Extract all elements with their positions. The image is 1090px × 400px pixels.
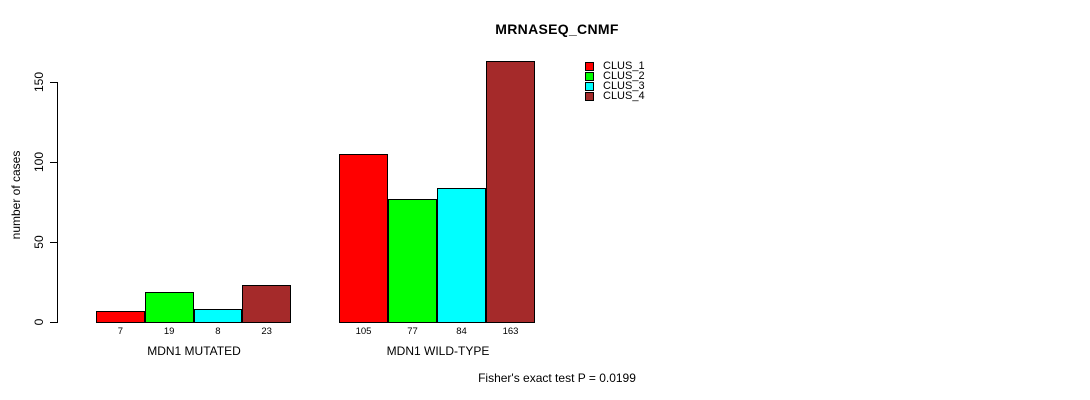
legend-item-clus_4: CLUS_4 xyxy=(585,90,645,102)
y-tick-mark xyxy=(50,162,57,163)
bar-value-label: 105 xyxy=(355,326,372,337)
y-axis-line xyxy=(57,82,58,323)
bar-clus_1-group2 xyxy=(339,154,388,323)
bar-clus_2-group2 xyxy=(388,198,437,323)
y-tick-label: 0 xyxy=(32,318,46,326)
bar-value-label: 7 xyxy=(117,326,124,337)
legend-label: CLUS_3 xyxy=(603,80,645,92)
y-tick-label: 50 xyxy=(32,235,46,249)
bar-value-label: 84 xyxy=(456,326,467,337)
bar-clus_1-group1 xyxy=(96,310,145,323)
bar-value-label: 23 xyxy=(261,326,272,337)
bar-clus_4-group1 xyxy=(242,285,291,323)
legend-item-clus_2: CLUS_2 xyxy=(585,70,645,82)
legend-item-clus_3: CLUS_3 xyxy=(585,80,645,92)
bar-clus_2-group1 xyxy=(144,291,194,323)
group-label-mutated: MDN1 MUTATED xyxy=(147,344,241,358)
bar-clus_4-group2 xyxy=(486,61,535,323)
y-tick-label: 100 xyxy=(32,151,46,173)
legend-color-swatch xyxy=(585,91,594,101)
bar-clus_3-group2 xyxy=(437,187,486,323)
legend-color-swatch xyxy=(585,71,594,81)
y-tick-label: 150 xyxy=(32,71,46,93)
y-tick-mark xyxy=(50,82,57,83)
legend-label: CLUS_1 xyxy=(603,60,645,72)
bar-value-label: 163 xyxy=(502,326,519,337)
fisher-test-annotation: Fisher's exact test P = 0.0199 xyxy=(478,371,636,385)
group-label-wildtype: MDN1 WILD-TYPE xyxy=(386,344,490,358)
y-tick-mark xyxy=(50,242,57,243)
bar-clus_3-group1 xyxy=(193,309,243,323)
bar-value-label: 8 xyxy=(215,326,221,337)
legend-label: CLUS_2 xyxy=(603,70,645,82)
bar-value-label: 77 xyxy=(407,326,418,337)
legend-color-swatch xyxy=(585,61,594,71)
chart-title: MRNASEQ_CNMF xyxy=(495,21,619,37)
bar-value-label: 19 xyxy=(163,326,175,337)
legend: CLUS_1 CLUS_2 CLUS_3 CLUS_4 xyxy=(585,60,645,102)
y-axis-label: number of cases xyxy=(9,150,23,240)
legend-color-swatch xyxy=(585,81,594,91)
y-tick-mark xyxy=(50,322,57,323)
legend-item-clus_1: CLUS_1 xyxy=(585,60,645,72)
legend-label: CLUS_4 xyxy=(603,90,645,102)
